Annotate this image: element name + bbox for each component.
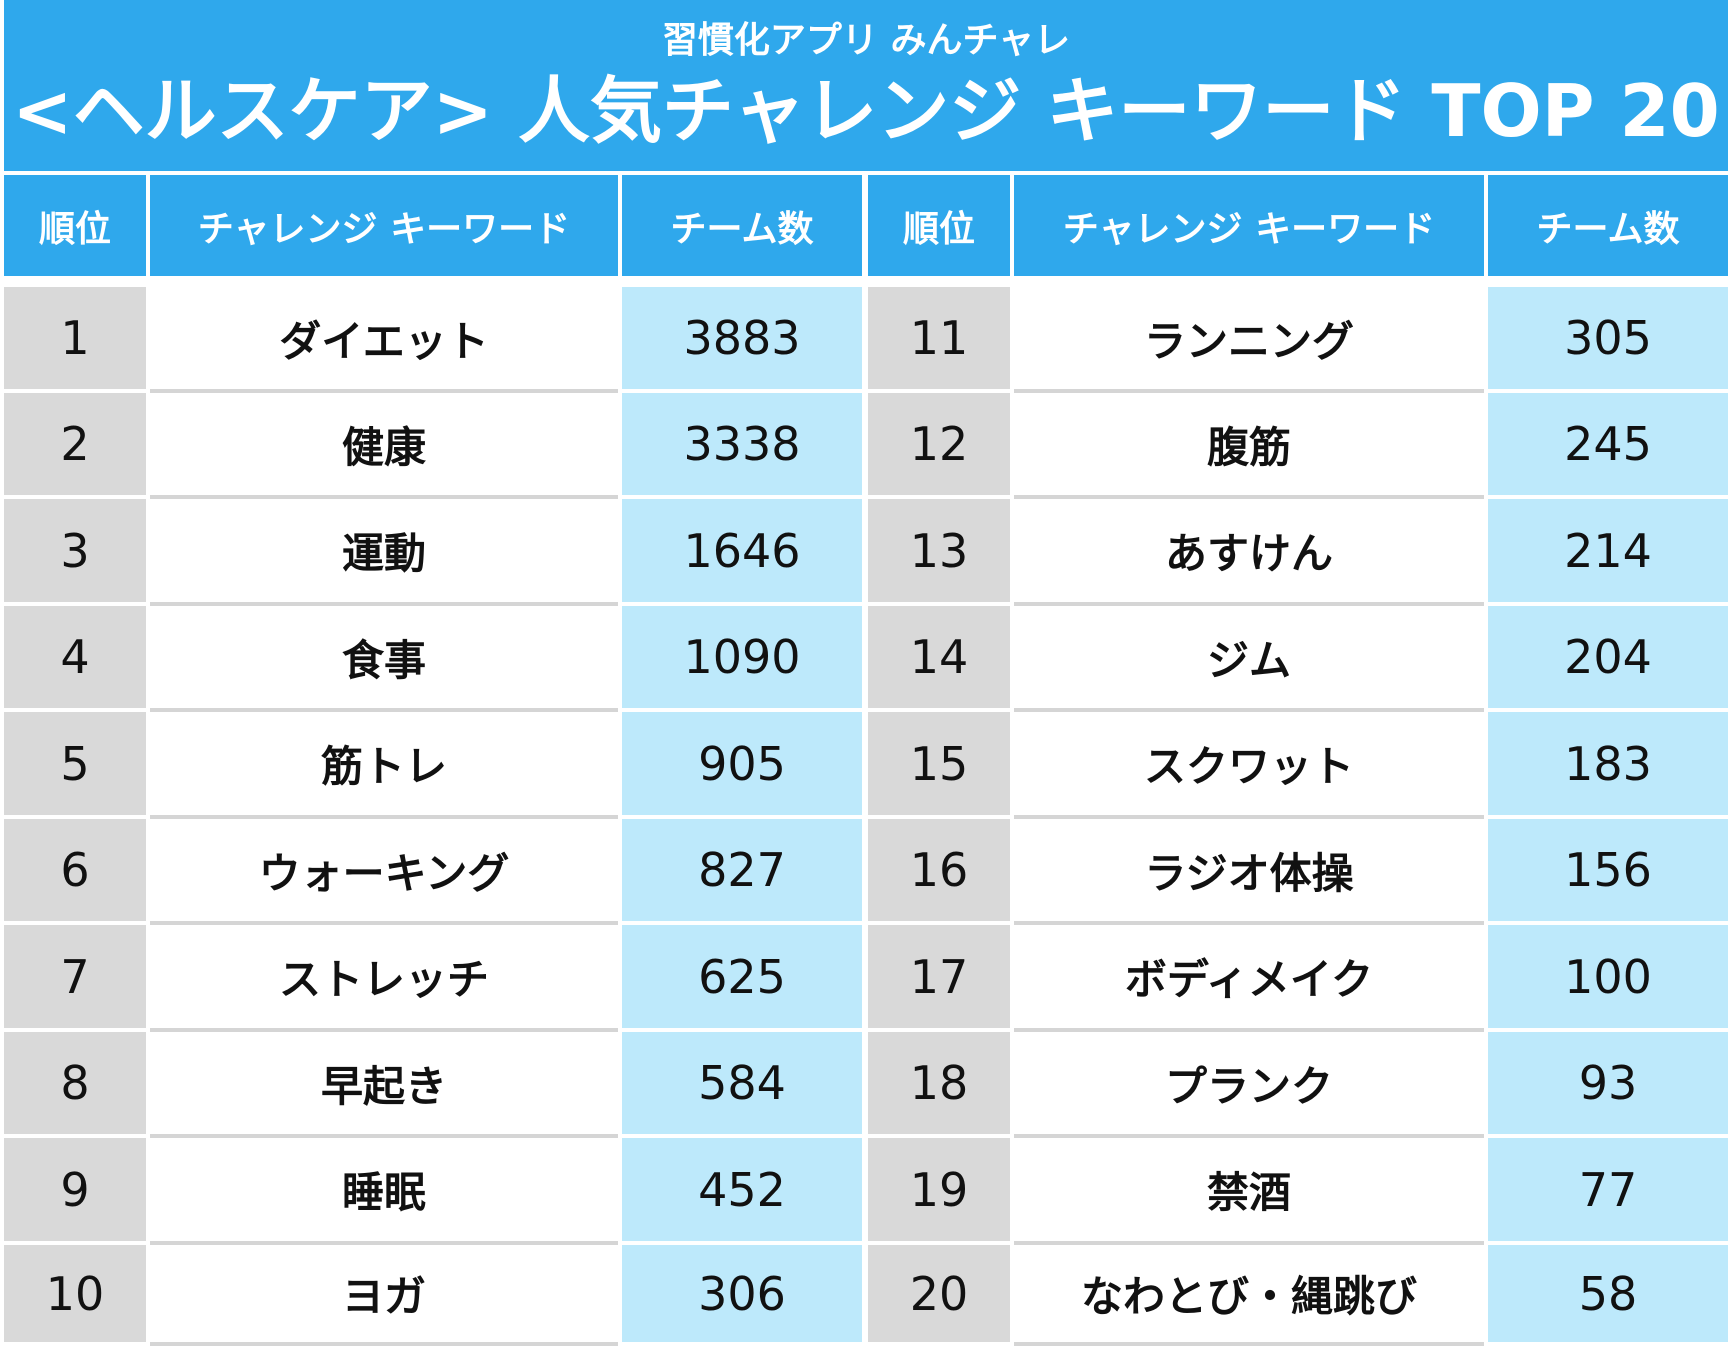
rank-cell: 20	[868, 1245, 1010, 1342]
keyword-cell: プランク	[1014, 1032, 1484, 1134]
keyword-cell: ラジオ体操	[1014, 819, 1484, 921]
team-count-cell: 625	[622, 925, 862, 1028]
keyword-cell: 運動	[150, 499, 618, 602]
team-count-cell: 93	[1488, 1032, 1728, 1134]
header-keyword-right: チャレンジ キーワード	[1014, 175, 1484, 276]
team-count-cell: 3883	[622, 287, 862, 389]
rank-cell: 3	[4, 499, 146, 602]
keyword-cell: ランニング	[1014, 287, 1484, 389]
rank-cell: 5	[4, 712, 146, 815]
keyword-cell: 睡眠	[150, 1138, 618, 1241]
keyword-cell: ダイエット	[150, 287, 618, 389]
keyword-cell: ジム	[1014, 606, 1484, 708]
row-divider	[150, 602, 618, 606]
rank-cell: 4	[4, 606, 146, 708]
keyword-cell: スクワット	[1014, 712, 1484, 815]
row-divider	[1014, 1134, 1484, 1138]
team-count-cell: 77	[1488, 1138, 1728, 1241]
page-title: <ヘルスケア> 人気チャレンジ キーワード TOP 20	[12, 69, 1720, 153]
row-divider	[150, 495, 618, 499]
keyword-cell: 健康	[150, 393, 618, 495]
row-divider	[150, 1028, 618, 1032]
row-divider	[150, 708, 618, 712]
row-divider	[1014, 389, 1484, 393]
rank-cell: 6	[4, 819, 146, 921]
app-subtitle: 習慣化アプリ みんチャレ	[661, 20, 1071, 61]
rank-cell: 17	[868, 925, 1010, 1028]
row-divider	[1014, 815, 1484, 819]
team-count-cell: 58	[1488, 1245, 1728, 1342]
rank-cell: 12	[868, 393, 1010, 495]
rank-cell: 11	[868, 287, 1010, 389]
rank-cell: 2	[4, 393, 146, 495]
team-count-cell: 214	[1488, 499, 1728, 602]
team-count-cell: 1646	[622, 499, 862, 602]
row-divider	[1014, 708, 1484, 712]
row-divider	[150, 1342, 618, 1346]
row-divider	[1014, 1241, 1484, 1245]
rank-cell: 10	[4, 1245, 146, 1342]
team-count-cell: 584	[622, 1032, 862, 1134]
rank-cell: 7	[4, 925, 146, 1028]
team-count-cell: 204	[1488, 606, 1728, 708]
row-divider	[1014, 495, 1484, 499]
keyword-cell: なわとび・縄跳び	[1014, 1245, 1484, 1342]
team-count-cell: 305	[1488, 287, 1728, 389]
rank-cell: 13	[868, 499, 1010, 602]
row-divider	[1014, 1342, 1484, 1346]
row-divider	[150, 921, 618, 925]
header-rank-right: 順位	[868, 175, 1010, 276]
keyword-cell: あすけん	[1014, 499, 1484, 602]
team-count-cell: 1090	[622, 606, 862, 708]
team-count-cell: 245	[1488, 393, 1728, 495]
rank-cell: 18	[868, 1032, 1010, 1134]
row-divider	[150, 1241, 618, 1245]
team-count-cell: 3338	[622, 393, 862, 495]
rank-cell: 1	[4, 287, 146, 389]
team-count-cell: 905	[622, 712, 862, 815]
keyword-cell: 早起き	[150, 1032, 618, 1134]
team-count-cell: 452	[622, 1138, 862, 1241]
rank-cell: 15	[868, 712, 1010, 815]
keyword-cell: ボディメイク	[1014, 925, 1484, 1028]
keyword-cell: 食事	[150, 606, 618, 708]
team-count-cell: 306	[622, 1245, 862, 1342]
keyword-cell: ヨガ	[150, 1245, 618, 1342]
row-divider	[1014, 602, 1484, 606]
row-divider	[150, 389, 618, 393]
row-divider	[150, 815, 618, 819]
keyword-cell: ウォーキング	[150, 819, 618, 921]
rank-cell: 14	[868, 606, 1010, 708]
row-divider	[1014, 921, 1484, 925]
header-rank-left: 順位	[4, 175, 146, 276]
header-keyword-left: チャレンジ キーワード	[150, 175, 618, 276]
header-teams-left: チーム数	[622, 175, 862, 276]
rank-cell: 19	[868, 1138, 1010, 1241]
keyword-cell: 腹筋	[1014, 393, 1484, 495]
team-count-cell: 100	[1488, 925, 1728, 1028]
title-banner: 習慣化アプリ みんチャレ <ヘルスケア> 人気チャレンジ キーワード TOP 2…	[4, 0, 1728, 171]
header-teams-right: チーム数	[1488, 175, 1728, 276]
keyword-cell: 禁酒	[1014, 1138, 1484, 1241]
row-divider	[150, 1134, 618, 1138]
keyword-cell: ストレッチ	[150, 925, 618, 1028]
rank-cell: 9	[4, 1138, 146, 1241]
rank-cell: 8	[4, 1032, 146, 1134]
team-count-cell: 183	[1488, 712, 1728, 815]
keyword-cell: 筋トレ	[150, 712, 618, 815]
rank-cell: 16	[868, 819, 1010, 921]
team-count-cell: 827	[622, 819, 862, 921]
row-divider	[1014, 1028, 1484, 1032]
team-count-cell: 156	[1488, 819, 1728, 921]
